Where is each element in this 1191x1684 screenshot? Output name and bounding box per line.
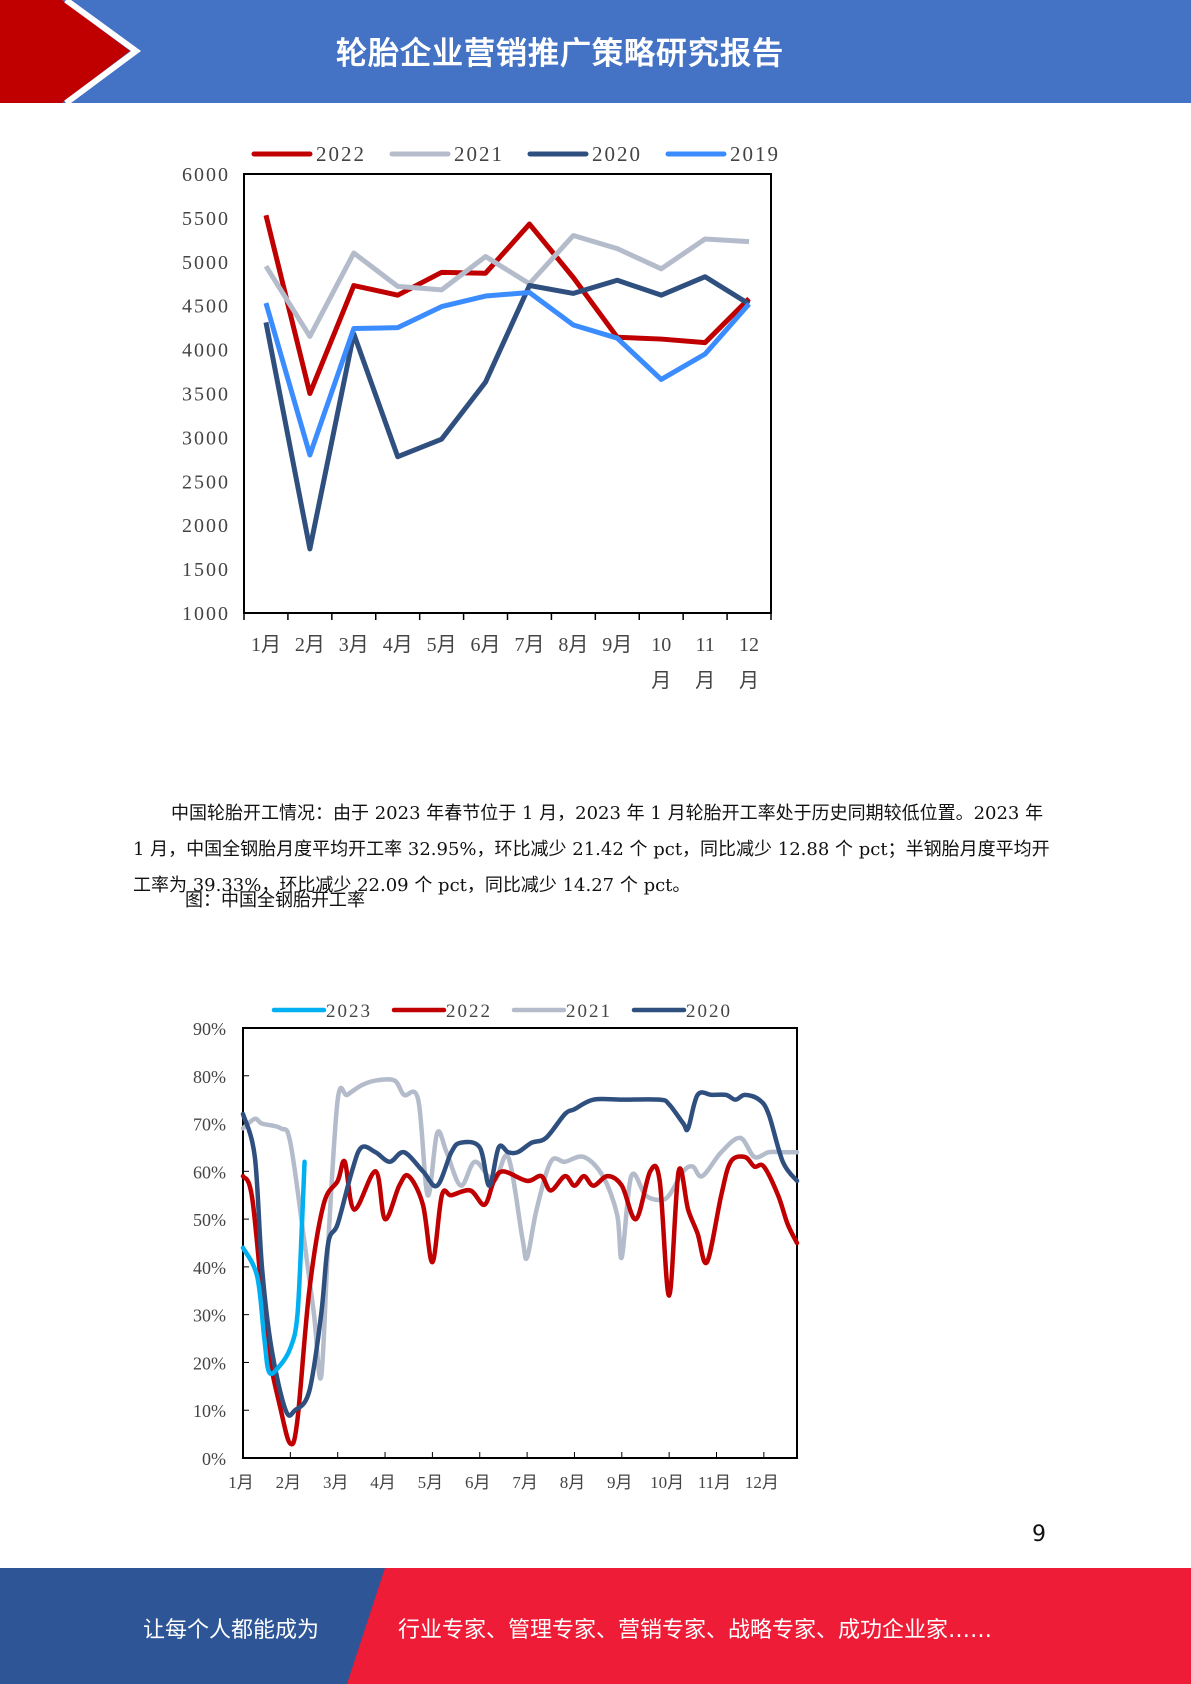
x-tick-label: 8月 — [558, 634, 588, 656]
report-title: 轮胎企业营销推广策略研究报告 — [336, 36, 784, 72]
y-tick-label: 90% — [193, 1019, 226, 1039]
y-tick-label: 60% — [193, 1162, 226, 1182]
page-footer: 让每个人都能成为 行业专家、管理专家、营销专家、战略专家、成功企业家…… — [0, 1568, 1191, 1684]
x-tick-label: 12月 — [745, 1473, 779, 1492]
y-tick-label: 1000 — [182, 603, 230, 625]
y-tick-label: 5500 — [182, 208, 230, 230]
y-tick-label: 2500 — [182, 471, 230, 493]
x-tick-label: 11月 — [698, 1473, 731, 1492]
series-line-2020 — [240, 1090, 800, 1418]
y-tick-label: 40% — [193, 1258, 226, 1278]
x-tick-label: 2月 — [276, 1473, 302, 1492]
x-tick-label: 7月 — [512, 1473, 538, 1492]
series-line-2022 — [263, 214, 751, 396]
x-tick-label-number: 10 — [651, 634, 671, 656]
legend-label: 2022 — [316, 142, 366, 166]
series-line-2023 — [240, 1159, 307, 1377]
legend-label: 2023 — [326, 1001, 372, 1022]
y-tick-label: 3500 — [182, 384, 230, 406]
x-tick-label-number: 12 — [739, 634, 759, 656]
series-line-2020 — [263, 274, 751, 552]
body-paragraph: 中国轮胎开工情况：由于 2023 年春节位于 1 月，2023 年 1 月轮胎开… — [133, 796, 1053, 904]
y-tick-label: 4000 — [182, 340, 230, 362]
x-tick-label: 1月 — [228, 1473, 254, 1492]
page-header: 轮胎企业营销推广策略研究报告 — [0, 0, 1191, 103]
x-tick-label: 3月 — [323, 1473, 349, 1492]
plot-frame — [243, 173, 772, 614]
y-tick-label: 3000 — [182, 427, 230, 449]
legend-label: 2019 — [730, 142, 780, 166]
series-line-2019 — [263, 290, 751, 458]
tire-production-line-chart: 6000 5500 5000 4500 4000 3500 3000 2500 2000 1500… — [182, 142, 780, 692]
y-tick-label: 2000 — [182, 515, 230, 537]
legend-label: 2020 — [592, 142, 642, 166]
legend-label: 2020 — [686, 1001, 732, 1022]
y-tick-label: 20% — [193, 1353, 226, 1373]
y-tick-label: 1500 — [182, 559, 230, 581]
x-tick-label: 7月 — [514, 634, 544, 656]
x-tick-label: 3月 — [339, 634, 369, 656]
legend-label: 2021 — [566, 1001, 612, 1022]
x-tick-label: 5月 — [427, 634, 457, 656]
paragraph-text: 中国轮胎开工情况：由于 2023 年春节位于 1 月，2023 年 1 月轮胎开… — [133, 803, 1050, 896]
x-tick-label: 5月 — [418, 1473, 444, 1492]
x-tick-label: 9月 — [602, 634, 632, 656]
chevron-decoration-icon — [0, 0, 142, 103]
x-tick-label-number: 11 — [695, 634, 714, 656]
legend-label: 2021 — [454, 142, 504, 166]
x-tick-label: 9月 — [607, 1473, 633, 1492]
x-tick-label: 4月 — [383, 634, 413, 656]
series-line-2021 — [263, 232, 750, 339]
footer-background — [0, 1568, 1191, 1684]
all-steel-tire-utilization-chart: 90% 80% 70% 60% 50% 40% 30% 20% 10% 0%1月 2月 3月 4月 5月 6… — [193, 1001, 800, 1492]
x-tick-label-unit: 月 — [651, 670, 671, 692]
y-tick-label: 10% — [193, 1401, 226, 1421]
page-number: 9 — [1032, 1522, 1046, 1547]
series-line-2022 — [240, 1154, 800, 1447]
y-tick-label: 30% — [193, 1306, 226, 1326]
y-tick-label: 5000 — [182, 252, 230, 274]
y-tick-label: 50% — [193, 1210, 226, 1230]
x-tick-label-unit: 月 — [739, 670, 759, 692]
x-tick-label: 4月 — [370, 1473, 396, 1492]
y-tick-label: 80% — [193, 1067, 226, 1087]
x-tick-label: 2月 — [295, 634, 325, 656]
x-tick-label: 6月 — [465, 1473, 491, 1492]
x-tick-label: 10月 — [650, 1473, 684, 1492]
x-tick-label: 1月 — [251, 634, 281, 656]
y-tick-label: 6000 — [182, 164, 230, 186]
x-tick-label: 6月 — [471, 634, 501, 656]
footer-slogan-right: 行业专家、管理专家、营销专家、战略专家、成功企业家…… — [398, 1618, 993, 1643]
figure-caption: 图：中国全钢胎开工率 — [185, 890, 365, 911]
legend-label: 2022 — [446, 1001, 492, 1022]
footer-slogan-left: 让每个人都能成为 — [143, 1618, 320, 1643]
y-tick-label: 0% — [202, 1449, 226, 1469]
y-tick-label: 4500 — [182, 296, 230, 318]
x-tick-label: 8月 — [560, 1473, 586, 1492]
y-tick-label: 70% — [193, 1115, 226, 1135]
x-tick-label-unit: 月 — [695, 670, 715, 692]
